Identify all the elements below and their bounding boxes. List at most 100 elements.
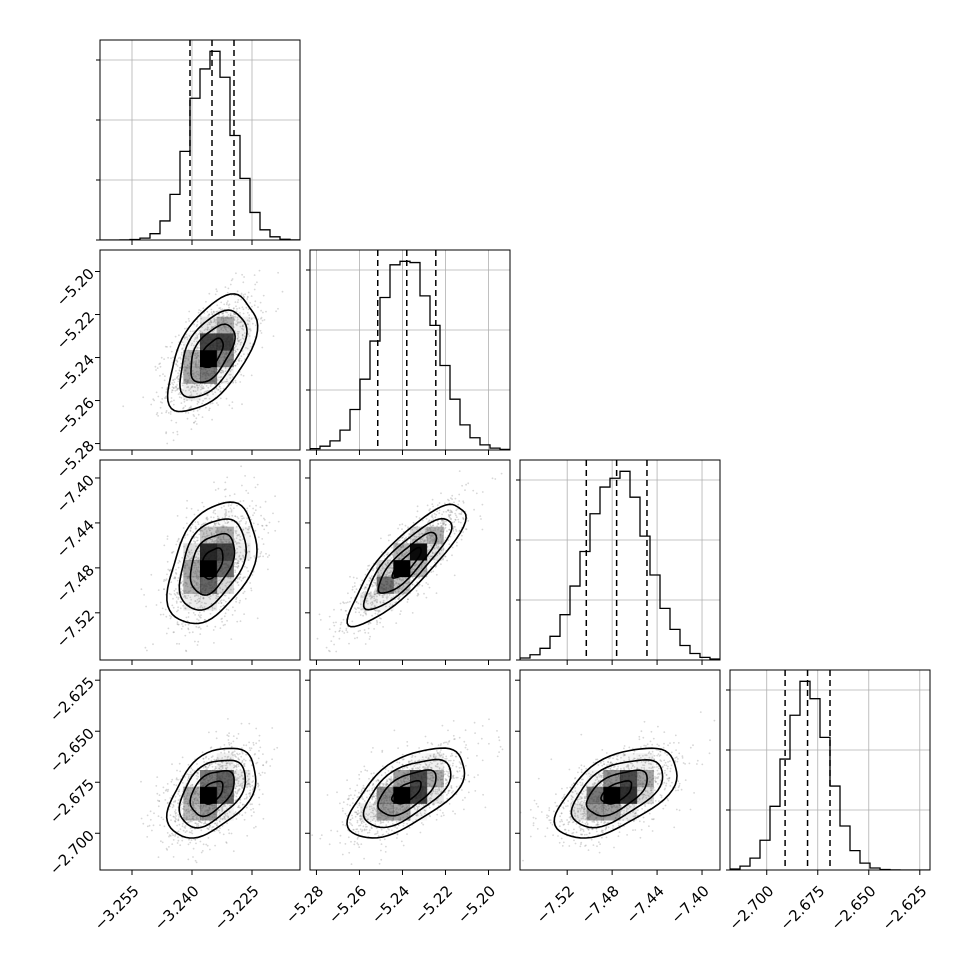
sample-point: [220, 506, 223, 509]
sample-point: [195, 527, 198, 530]
sample-point: [234, 776, 237, 778]
density-cell: [410, 526, 428, 544]
sample-point: [192, 592, 195, 594]
sample-point: [212, 525, 215, 527]
sample-point: [146, 836, 149, 838]
sample-point: [165, 615, 168, 618]
sample-point: [240, 771, 243, 774]
sample-point: [415, 564, 417, 566]
sample-point: [229, 314, 232, 317]
sample-point: [175, 363, 178, 366]
sample-point: [178, 391, 181, 394]
sample-point: [266, 524, 268, 527]
sample-point: [183, 337, 186, 340]
sample-point: [454, 497, 457, 500]
sample-point: [203, 329, 206, 332]
sample-point: [456, 508, 459, 510]
sample-point: [431, 524, 434, 527]
sample-point: [351, 620, 354, 623]
sample-point: [192, 805, 195, 807]
sample-point: [385, 565, 388, 567]
sample-point: [193, 581, 196, 584]
sample-point: [449, 511, 451, 514]
sample-point: [387, 561, 389, 564]
sample-point: [411, 576, 414, 578]
sample-point: [362, 591, 365, 594]
sample-point: [203, 606, 206, 608]
sample-point: [210, 531, 213, 534]
sample-point: [181, 593, 184, 596]
sample-point: [434, 566, 437, 568]
sample-point: [190, 549, 193, 552]
sample-point: [176, 610, 178, 613]
sample-point: [362, 614, 364, 617]
sample-point: [216, 290, 218, 293]
sample-point: [206, 519, 209, 521]
sample-point: [195, 364, 198, 367]
sample-point: [242, 281, 245, 284]
sample-point: [177, 592, 179, 595]
sample-point: [233, 313, 236, 316]
sample-point: [235, 765, 238, 768]
sample-point: [437, 540, 440, 543]
sample-point: [187, 818, 190, 821]
sample-point: [243, 763, 245, 766]
sample-point: [150, 403, 153, 406]
sample-point: [369, 602, 372, 605]
sample-point: [213, 533, 216, 535]
sample-point: [400, 588, 403, 591]
sample-point: [447, 509, 450, 512]
sample-point: [250, 295, 253, 297]
sample-point: [237, 359, 240, 361]
sample-point: [225, 841, 228, 843]
sample-point: [247, 333, 250, 336]
sample-point: [233, 318, 236, 321]
sample-point: [186, 816, 189, 819]
sample-point: [386, 596, 389, 598]
sample-point: [431, 555, 434, 557]
sample-point: [234, 379, 237, 382]
sample-point: [248, 527, 250, 530]
sample-point: [195, 556, 198, 558]
density-cell: [200, 593, 218, 611]
sample-point: [156, 412, 159, 414]
sample-point: [449, 514, 451, 517]
sample-point: [193, 595, 196, 598]
sample-point: [365, 586, 367, 589]
sample-point: [249, 582, 252, 584]
sample-point: [254, 300, 257, 303]
sample-point: [146, 649, 148, 652]
sample-point: [225, 380, 228, 383]
sample-point: [177, 537, 180, 540]
sample-point: [196, 352, 199, 355]
sample-point: [187, 386, 190, 389]
sample-point: [207, 386, 210, 389]
sample-point: [169, 835, 172, 837]
sample-point: [188, 310, 191, 313]
sample-point: [192, 389, 195, 392]
sample-point: [180, 601, 182, 604]
sample-point: [368, 592, 370, 595]
sample-point: [233, 352, 236, 354]
sample-point: [215, 759, 218, 761]
sample-point: [175, 573, 178, 575]
sample-point: [218, 579, 221, 582]
sample-point: [226, 302, 228, 304]
sample-point: [465, 528, 468, 531]
sample-point: [177, 839, 180, 842]
sample-point: [242, 803, 244, 806]
sample-point: [277, 307, 279, 310]
sample-point: [451, 511, 454, 514]
sample-point: [234, 571, 237, 573]
sample-point: [395, 601, 398, 603]
sample-point: [235, 558, 238, 561]
sample-point: [260, 514, 262, 517]
sample-point: [191, 818, 194, 820]
sample-point: [411, 583, 414, 586]
sample-point: [434, 537, 436, 540]
sample-point: [374, 605, 376, 608]
sample-point: [242, 777, 245, 779]
sample-point: [193, 421, 195, 424]
sample-point: [246, 319, 249, 322]
sample-point: [345, 627, 348, 630]
